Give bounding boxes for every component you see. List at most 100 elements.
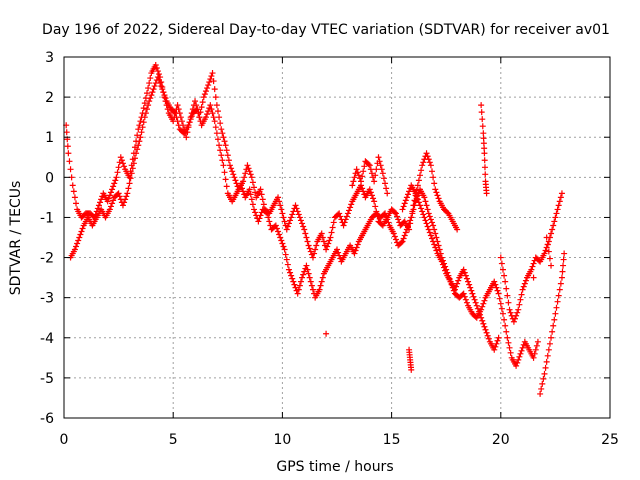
point-s2-interp [384,216,391,223]
point-s5-interp [504,292,511,299]
point-s2-interp [284,261,291,268]
point-s1-interp [359,185,366,192]
point-s3-interp [505,339,512,346]
point-s5 [506,306,513,313]
point-s2-interp [301,268,308,275]
point-s6 [537,390,544,397]
point-s4-interp [361,163,368,170]
point-s3-interp [401,200,408,207]
point-s2-interp [265,214,272,221]
point-s1 [117,154,124,161]
point-s1-interp [360,188,367,195]
point-s3-interp [420,211,427,218]
point-s2-interp [219,157,226,164]
point-s2-interp [156,77,163,84]
point-s1-interp [434,192,441,199]
point-s1-interp [63,129,70,136]
point-s2-interp [401,232,408,239]
point-s3-interp [532,346,539,353]
point-s7-interp [481,157,488,164]
point-s1-interp [276,198,283,205]
point-s2-interp [481,323,488,330]
point-s1-interp [211,86,218,93]
point-s6-interp [548,334,555,341]
axis-ticks: 0 5 10 15 20 25 -6 -5 -4 -3 -2 -1 0 1 2 3 [40,50,619,448]
point-s2-interp [289,275,296,282]
point-s2-interp [391,233,398,240]
chart-title: Day 196 of 2022, Sidereal Day-to-day VTE… [42,22,610,38]
point-s2-interp [472,299,479,306]
x-tick-label: 5 [169,432,178,448]
point-s4-interp [359,173,366,180]
point-s2 [281,246,288,253]
point-s2-interp [406,220,413,227]
point-s1-interp [312,246,319,253]
point-s2-interp [296,282,303,289]
point-s5-interp [505,299,512,306]
point-s2-interp [287,269,294,276]
point-s2-interp [433,234,440,241]
point-s2-interp [122,196,129,203]
point-s1-interp [193,102,200,109]
point-s3-interp [494,287,501,294]
point-s4-interp [354,169,361,176]
point-s5 [541,250,548,257]
point-s1-interp [246,168,253,175]
point-s5-interp [522,277,529,284]
point-s2-interp [210,114,217,121]
point-s2 [246,186,253,193]
point-s2-interp [160,89,167,96]
point-s2-interp [107,203,114,210]
point-s6 [545,346,552,353]
point-s2-interp [109,200,116,207]
point-s1 [104,198,111,205]
point-s2-interp [238,185,245,192]
point-s3-interp [519,344,526,351]
point-s2-interp [278,237,285,244]
point-s1-interp [134,132,141,139]
point-s3-interp [426,229,433,236]
point-s7 [481,150,488,157]
point-s3-interp [492,281,499,288]
point-s2-interp [196,114,203,121]
point-s1 [371,198,378,205]
point-s2-interp [212,124,219,131]
point-s5-interp [530,260,537,267]
point-s2-interp [318,278,325,285]
point-s1-interp [223,147,230,154]
point-s6-interp [555,292,562,299]
point-s2-interp [283,256,290,263]
point-s1-interp [224,152,231,159]
point-s1-interp [435,195,442,202]
point-s2 [334,246,340,253]
point-s2 [469,290,476,297]
point-s1-interp [325,240,332,247]
point-s2-interp [175,122,182,129]
point-s3 [460,290,467,297]
point-s5-interp [529,263,536,270]
point-s2-interp [483,329,490,336]
point-s1 [213,102,220,109]
point-s2-interp [157,80,164,87]
point-s1-interp [228,165,235,172]
point-s1-interp [64,143,71,150]
point-s2 [185,122,192,129]
point-s1-interp [415,177,422,184]
point-s6-interp [551,316,558,323]
point-s2 [119,202,126,209]
point-s3 [399,206,406,213]
point-s6-interp [560,256,567,263]
point-s3-interp [432,244,439,251]
point-s6-interp [543,358,550,365]
point-s3-interp [533,342,540,349]
point-s2-interp [134,146,141,153]
point-s2-interp [252,209,259,216]
point-s2 [202,114,209,121]
point-s5 [497,254,504,261]
point-s2 [172,110,179,117]
point-s4-interp [350,178,357,185]
point-s2-interp [136,138,143,145]
point-s1 [419,162,426,169]
point-s2-interp [171,109,178,116]
point-s1 [366,186,373,193]
